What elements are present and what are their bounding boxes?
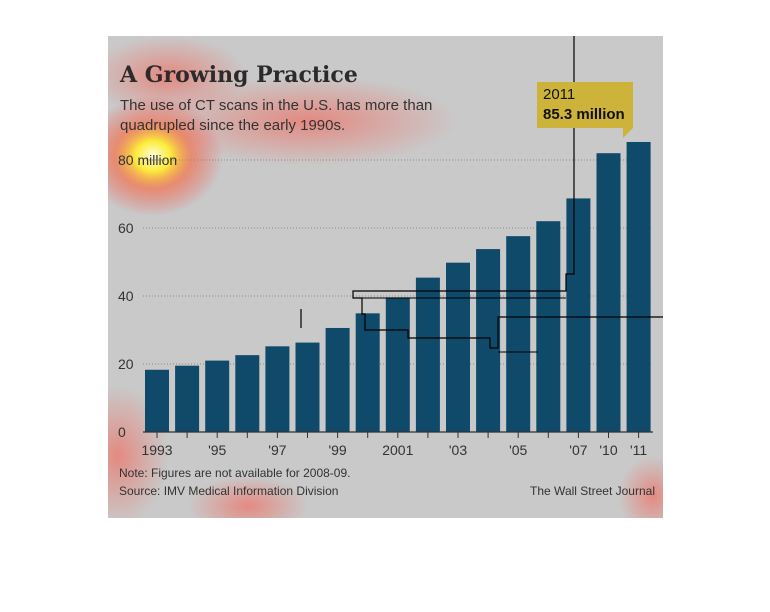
y-tick-label: 0 [118, 424, 126, 440]
bars [145, 141, 651, 432]
bar-1998 [295, 342, 320, 432]
gaze-trace-lines [300, 36, 663, 353]
publisher-credit: The Wall Street Journal [530, 484, 655, 498]
bar-chart: 0 20 40 60 80 million 1993 '95 '97 '99 2001 '03 '05… [108, 36, 663, 518]
bar-1999 [325, 327, 350, 432]
y-tick-label: 20 [118, 356, 134, 372]
bar-2004 [476, 249, 501, 432]
value-callout: 2011 85.3 million [537, 82, 633, 128]
bar-1996 [235, 355, 260, 432]
x-tick-label: '10 [599, 442, 617, 458]
bar-2001 [385, 297, 410, 432]
x-tick-label: '11 [630, 442, 647, 458]
bar-2005 [506, 236, 531, 432]
bar-2002 [415, 277, 440, 432]
x-tick-label: 2001 [382, 442, 413, 458]
x-tick-label: '97 [268, 442, 286, 458]
bar-2011 [626, 141, 651, 432]
x-tick-label: '07 [569, 442, 587, 458]
chart-subtitle: The use of CT scans in the U.S. has more… [120, 97, 433, 134]
bar-2006 [536, 221, 561, 432]
chart-note: Note: Figures are not available for 2008… [119, 466, 351, 480]
callout-year: 2011 [543, 86, 576, 103]
callout-value: 85.3 million [543, 106, 625, 123]
y-tick-label: 80 million [118, 152, 177, 168]
chart-panel: 0 20 40 60 80 million 1993 '95 '97 '99 2001 '03 '05… [108, 36, 663, 518]
chart-title: A Growing Practice [120, 62, 358, 88]
x-tick-label: '05 [509, 442, 527, 458]
bar-2003 [446, 262, 470, 432]
bar-1997 [265, 346, 290, 432]
callout-pointer [623, 128, 633, 138]
x-tick-label: '99 [328, 442, 346, 458]
y-tick-label: 60 [118, 220, 134, 236]
bar-2007 [566, 198, 591, 432]
bar-1993 [145, 369, 169, 432]
bar-1995 [205, 360, 230, 432]
x-tick-label: 1993 [141, 442, 172, 458]
bar-1994 [175, 365, 200, 432]
axes: 0 20 40 60 80 million 1993 '95 '97 '99 2001 '03 '05… [118, 152, 653, 458]
bar-2010 [596, 153, 621, 432]
attention-heatmap-overlay [108, 36, 663, 518]
y-tick-label: 40 [118, 288, 134, 304]
x-tick-label: '03 [449, 442, 467, 458]
x-tick-label: '95 [208, 442, 226, 458]
bar-2000 [355, 313, 380, 432]
chart-source: Source: IMV Medical Information Division [119, 484, 339, 498]
